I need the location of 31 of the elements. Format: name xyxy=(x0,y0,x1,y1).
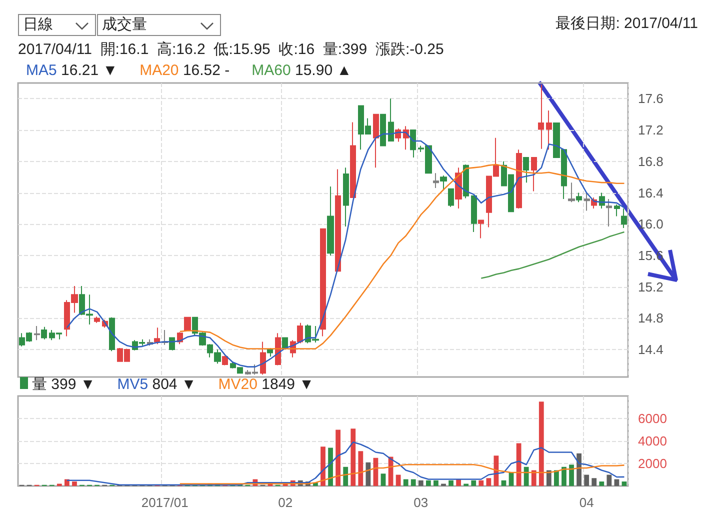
annotation: 399 ▼ xyxy=(51,376,96,393)
text: MA20 xyxy=(140,62,179,79)
legend-label: 量 xyxy=(32,376,47,393)
text: MA60 xyxy=(252,62,291,79)
y-tick-label: 14.4 xyxy=(638,342,664,358)
text: MV20 xyxy=(218,376,258,393)
y-tick-label: 2000 xyxy=(638,456,667,471)
y-tick-label: 17.2 xyxy=(638,122,664,138)
x-tick-label: 02 xyxy=(278,495,293,510)
y-tick-label: 14.8 xyxy=(638,310,664,326)
x-tick-label: 03 xyxy=(414,495,428,510)
annotation: 804 ▼ xyxy=(152,376,196,393)
dropdown: 日線 xyxy=(18,14,96,36)
y-tick-label: 16.8 xyxy=(638,154,664,169)
y-tick-label: 16.4 xyxy=(638,185,664,200)
text: 16.21 ▼ xyxy=(61,62,118,79)
text: 15.90 ▲ xyxy=(295,62,352,79)
y-tick-label: 16.0 xyxy=(638,216,664,232)
y-tick-label: 17.6 xyxy=(638,91,664,106)
y-tick-label: 4000 xyxy=(638,434,667,448)
text: MV5 xyxy=(117,376,148,393)
dropdown: 成交量 xyxy=(97,14,221,36)
text: MA5 xyxy=(26,62,57,79)
y-tick-label: 15.2 xyxy=(638,279,664,294)
text: 16.52 - xyxy=(182,62,230,79)
chart-title: 最後日期: 2017/04/11 xyxy=(556,14,698,33)
y-tick-label: 6000 xyxy=(638,411,667,426)
annotation: 1849 ▼ xyxy=(262,376,314,393)
x-tick-label: 04 xyxy=(579,495,594,510)
x-tick-label: 2017/01 xyxy=(141,495,188,510)
chart-subtitle: 2017/04/11 開:16.1 高:16.2 低:15.95 收:16 量:399 漲跌:-0.25 xyxy=(18,40,444,59)
